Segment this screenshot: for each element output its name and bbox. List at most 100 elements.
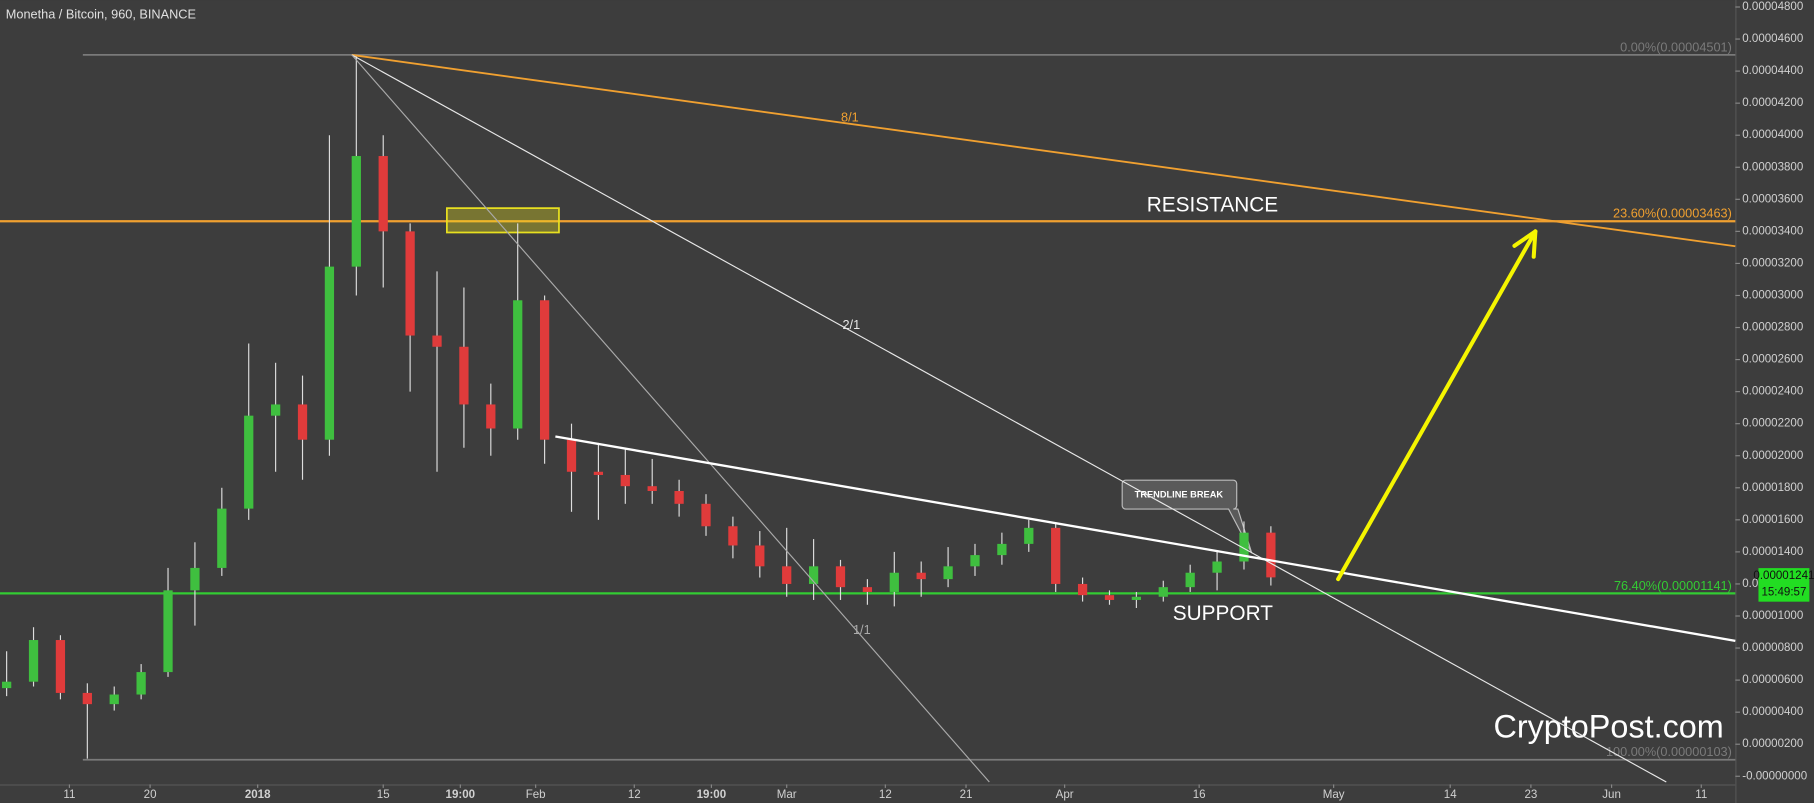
x-tick-label: Feb	[526, 789, 546, 801]
x-tick-label: 16	[1193, 789, 1206, 801]
candle-body	[1239, 532, 1249, 562]
y-tick-label: 0.00001600	[1742, 514, 1803, 526]
y-tick-label: 0.00001400	[1742, 546, 1803, 558]
y-tick-label: 0.00002200	[1742, 418, 1803, 430]
candle-body	[1131, 596, 1142, 600]
y-tick-label: 0.00001000	[1742, 610, 1803, 622]
fib-label: 100.00%(0.00000103)	[1606, 744, 1732, 759]
y-tick-label: 0.00004400	[1742, 65, 1803, 77]
candle-body	[593, 471, 604, 475]
x-tick-label: 19:00	[697, 789, 727, 801]
trendline-label: 1/1	[853, 622, 871, 637]
arrow	[1336, 229, 1538, 582]
y-tick-label: 0.00003000	[1742, 290, 1803, 302]
y-tick-label: 0.00000400	[1742, 706, 1803, 718]
price-box	[1758, 568, 1810, 602]
candle-body	[620, 474, 630, 487]
candle-body	[862, 587, 873, 592]
x-tick-label: 2018	[245, 789, 271, 801]
x-tick-label: 12	[628, 789, 641, 801]
candle-body	[109, 694, 119, 705]
candle-body	[1158, 587, 1168, 597]
trendline-label: 8/1	[841, 109, 859, 124]
trendline-label: 2/1	[842, 317, 860, 332]
candle-body	[486, 404, 496, 429]
candle-body	[324, 266, 335, 440]
candle-body	[432, 335, 442, 347]
y-tick-label: 0.00004000	[1742, 129, 1803, 141]
y-tick-label: 0.00003200	[1742, 257, 1803, 269]
candle-body	[459, 346, 469, 405]
trendline	[555, 435, 1736, 642]
trendline	[351, 54, 990, 783]
candle-body	[566, 439, 577, 472]
candle-body	[701, 503, 711, 527]
candle-body	[55, 640, 66, 693]
candle-body	[674, 490, 684, 504]
x-tick-label: 23	[1524, 789, 1537, 801]
y-tick-label: 0.00004600	[1742, 33, 1803, 45]
x-tick-label: 21	[960, 789, 973, 801]
candle-body	[889, 572, 899, 592]
x-tick-label: 11	[1695, 789, 1707, 801]
candle-body	[728, 526, 738, 546]
resistance-label: RESISTANCE	[1147, 193, 1278, 216]
zone	[446, 207, 560, 234]
candle-body	[916, 572, 926, 580]
y-tick-label: 0.00001800	[1742, 482, 1803, 494]
arrow-head	[1512, 229, 1538, 259]
candle-body	[782, 566, 792, 584]
y-tick-label: -0.00000000	[1742, 770, 1807, 782]
fib-label: 0.00%(0.00004501)	[1620, 39, 1732, 54]
candle-body	[943, 566, 953, 580]
candle-body	[217, 508, 227, 568]
y-tick-label: 0.00002400	[1742, 386, 1803, 398]
fib-label: 23.60%(0.00003463)	[1613, 206, 1732, 221]
y-tick-label: 0.00003800	[1742, 161, 1803, 173]
x-tick-label: 20	[144, 789, 157, 801]
candle-body	[136, 672, 146, 695]
y-tick-label: 0.00000200	[1742, 738, 1803, 750]
fib-label: 76.40%(0.00001141)	[1614, 578, 1732, 593]
candle-body	[2, 681, 12, 689]
x-tick-label: 14	[1444, 789, 1457, 801]
watermark: CryptoPost.com	[1493, 708, 1723, 744]
y-tick-label: 0.00004800	[1742, 1, 1803, 13]
candle-body	[1212, 561, 1222, 573]
y-tick-label: 0.00002800	[1742, 322, 1803, 334]
candle-body	[1077, 583, 1088, 596]
candle-body	[82, 692, 92, 705]
support-label: SUPPORT	[1173, 602, 1274, 625]
x-tick-label: Mar	[777, 789, 797, 801]
x-tick-label: Jun	[1602, 789, 1621, 801]
candle-body	[351, 156, 361, 267]
candle-body	[163, 590, 173, 673]
y-tick-label: 0.00000800	[1742, 642, 1803, 654]
candle-body	[1051, 527, 1061, 584]
candle-body	[970, 555, 980, 567]
x-tick-label: May	[1323, 789, 1345, 801]
last-price: 0.00001241	[1753, 570, 1814, 582]
y-tick-label: 0.00003400	[1742, 225, 1803, 237]
candle-body	[1104, 595, 1115, 600]
x-tick-label: Apr	[1056, 789, 1074, 801]
x-tick-label: 12	[879, 789, 892, 801]
chart-title: Monetha / Bitcoin, 960, BINANCE	[6, 6, 196, 21]
candle-body	[190, 567, 200, 591]
candle-body	[297, 404, 308, 440]
x-tick-label: 19:00	[446, 789, 476, 801]
y-tick-label: 0.00002600	[1742, 354, 1803, 366]
countdown: 15:49:57	[1761, 586, 1806, 598]
candle-body	[539, 300, 550, 440]
candle-body	[513, 300, 523, 429]
trendline	[351, 54, 1736, 248]
x-tick-label: 15	[377, 789, 390, 801]
candle-body	[1185, 572, 1195, 588]
candle-body	[28, 640, 39, 682]
candle-body	[755, 545, 765, 567]
candle-body	[997, 543, 1007, 556]
x-tick-label: 11	[63, 789, 75, 801]
